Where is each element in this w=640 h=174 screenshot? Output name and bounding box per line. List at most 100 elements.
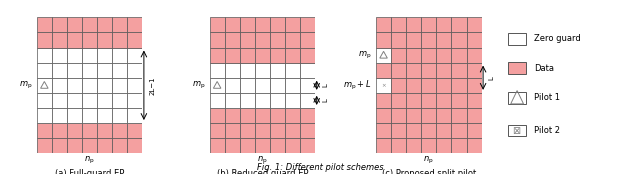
FancyBboxPatch shape [82, 78, 97, 93]
FancyBboxPatch shape [436, 123, 451, 138]
FancyBboxPatch shape [255, 17, 270, 33]
Text: $m_\mathrm{p}$: $m_\mathrm{p}$ [191, 80, 205, 91]
FancyBboxPatch shape [97, 33, 112, 48]
FancyBboxPatch shape [467, 33, 481, 48]
FancyBboxPatch shape [37, 48, 52, 63]
FancyBboxPatch shape [467, 63, 481, 78]
FancyBboxPatch shape [406, 78, 421, 93]
Text: L: L [322, 83, 328, 87]
FancyBboxPatch shape [451, 78, 467, 93]
FancyBboxPatch shape [225, 78, 240, 93]
FancyBboxPatch shape [300, 33, 315, 48]
FancyBboxPatch shape [467, 78, 481, 93]
FancyBboxPatch shape [82, 93, 97, 108]
FancyBboxPatch shape [391, 108, 406, 123]
FancyBboxPatch shape [240, 108, 255, 123]
FancyBboxPatch shape [391, 33, 406, 48]
FancyBboxPatch shape [240, 48, 255, 63]
FancyBboxPatch shape [240, 17, 255, 33]
FancyBboxPatch shape [391, 17, 406, 33]
FancyBboxPatch shape [376, 63, 391, 78]
FancyBboxPatch shape [451, 63, 467, 78]
FancyBboxPatch shape [52, 78, 67, 93]
FancyBboxPatch shape [436, 108, 451, 123]
FancyBboxPatch shape [467, 17, 481, 33]
FancyBboxPatch shape [285, 17, 300, 33]
FancyBboxPatch shape [406, 108, 421, 123]
FancyBboxPatch shape [467, 93, 481, 108]
FancyBboxPatch shape [451, 108, 467, 123]
FancyBboxPatch shape [285, 63, 300, 78]
FancyBboxPatch shape [112, 123, 127, 138]
FancyBboxPatch shape [508, 92, 526, 104]
FancyBboxPatch shape [82, 123, 97, 138]
FancyBboxPatch shape [406, 33, 421, 48]
FancyBboxPatch shape [127, 93, 142, 108]
FancyBboxPatch shape [285, 78, 300, 93]
FancyBboxPatch shape [300, 138, 315, 153]
FancyBboxPatch shape [270, 63, 285, 78]
Title: (c) Proposed split pilot: (c) Proposed split pilot [381, 169, 476, 174]
FancyBboxPatch shape [376, 33, 391, 48]
FancyBboxPatch shape [225, 108, 240, 123]
FancyBboxPatch shape [82, 108, 97, 123]
FancyBboxPatch shape [240, 93, 255, 108]
FancyBboxPatch shape [225, 33, 240, 48]
FancyBboxPatch shape [67, 123, 82, 138]
FancyBboxPatch shape [406, 93, 421, 108]
FancyBboxPatch shape [67, 48, 82, 63]
FancyBboxPatch shape [300, 48, 315, 63]
FancyBboxPatch shape [285, 108, 300, 123]
FancyBboxPatch shape [210, 33, 225, 48]
FancyBboxPatch shape [210, 138, 225, 153]
FancyBboxPatch shape [127, 78, 142, 93]
FancyBboxPatch shape [97, 63, 112, 78]
FancyBboxPatch shape [270, 17, 285, 33]
Text: $n_\mathrm{p}$: $n_\mathrm{p}$ [84, 155, 95, 166]
FancyBboxPatch shape [112, 78, 127, 93]
Text: $\times$: $\times$ [381, 81, 387, 89]
Text: $m_\mathrm{p}$: $m_\mathrm{p}$ [19, 80, 32, 91]
FancyBboxPatch shape [421, 17, 436, 33]
FancyBboxPatch shape [112, 17, 127, 33]
FancyBboxPatch shape [97, 48, 112, 63]
FancyBboxPatch shape [97, 93, 112, 108]
FancyBboxPatch shape [82, 138, 97, 153]
FancyBboxPatch shape [376, 93, 391, 108]
FancyBboxPatch shape [225, 93, 240, 108]
FancyBboxPatch shape [270, 33, 285, 48]
FancyBboxPatch shape [421, 138, 436, 153]
FancyBboxPatch shape [52, 17, 67, 33]
FancyBboxPatch shape [436, 48, 451, 63]
FancyBboxPatch shape [112, 108, 127, 123]
Text: L: L [322, 98, 328, 102]
FancyBboxPatch shape [67, 138, 82, 153]
FancyBboxPatch shape [421, 93, 436, 108]
Text: $n_\mathrm{p}$: $n_\mathrm{p}$ [424, 155, 434, 166]
FancyBboxPatch shape [300, 93, 315, 108]
FancyBboxPatch shape [451, 48, 467, 63]
FancyBboxPatch shape [451, 93, 467, 108]
FancyBboxPatch shape [436, 138, 451, 153]
FancyBboxPatch shape [508, 125, 526, 136]
FancyBboxPatch shape [127, 138, 142, 153]
FancyBboxPatch shape [37, 93, 52, 108]
FancyBboxPatch shape [376, 138, 391, 153]
FancyBboxPatch shape [270, 138, 285, 153]
FancyBboxPatch shape [467, 123, 481, 138]
FancyBboxPatch shape [210, 48, 225, 63]
FancyBboxPatch shape [225, 63, 240, 78]
FancyBboxPatch shape [82, 33, 97, 48]
FancyBboxPatch shape [300, 108, 315, 123]
FancyBboxPatch shape [52, 93, 67, 108]
FancyBboxPatch shape [127, 48, 142, 63]
Text: $n_\mathrm{p}$: $n_\mathrm{p}$ [257, 155, 268, 166]
FancyBboxPatch shape [285, 123, 300, 138]
FancyBboxPatch shape [52, 63, 67, 78]
FancyBboxPatch shape [391, 123, 406, 138]
Text: Zero guard: Zero guard [534, 34, 580, 43]
FancyBboxPatch shape [467, 138, 481, 153]
FancyBboxPatch shape [52, 48, 67, 63]
FancyBboxPatch shape [300, 17, 315, 33]
FancyBboxPatch shape [508, 62, 526, 74]
